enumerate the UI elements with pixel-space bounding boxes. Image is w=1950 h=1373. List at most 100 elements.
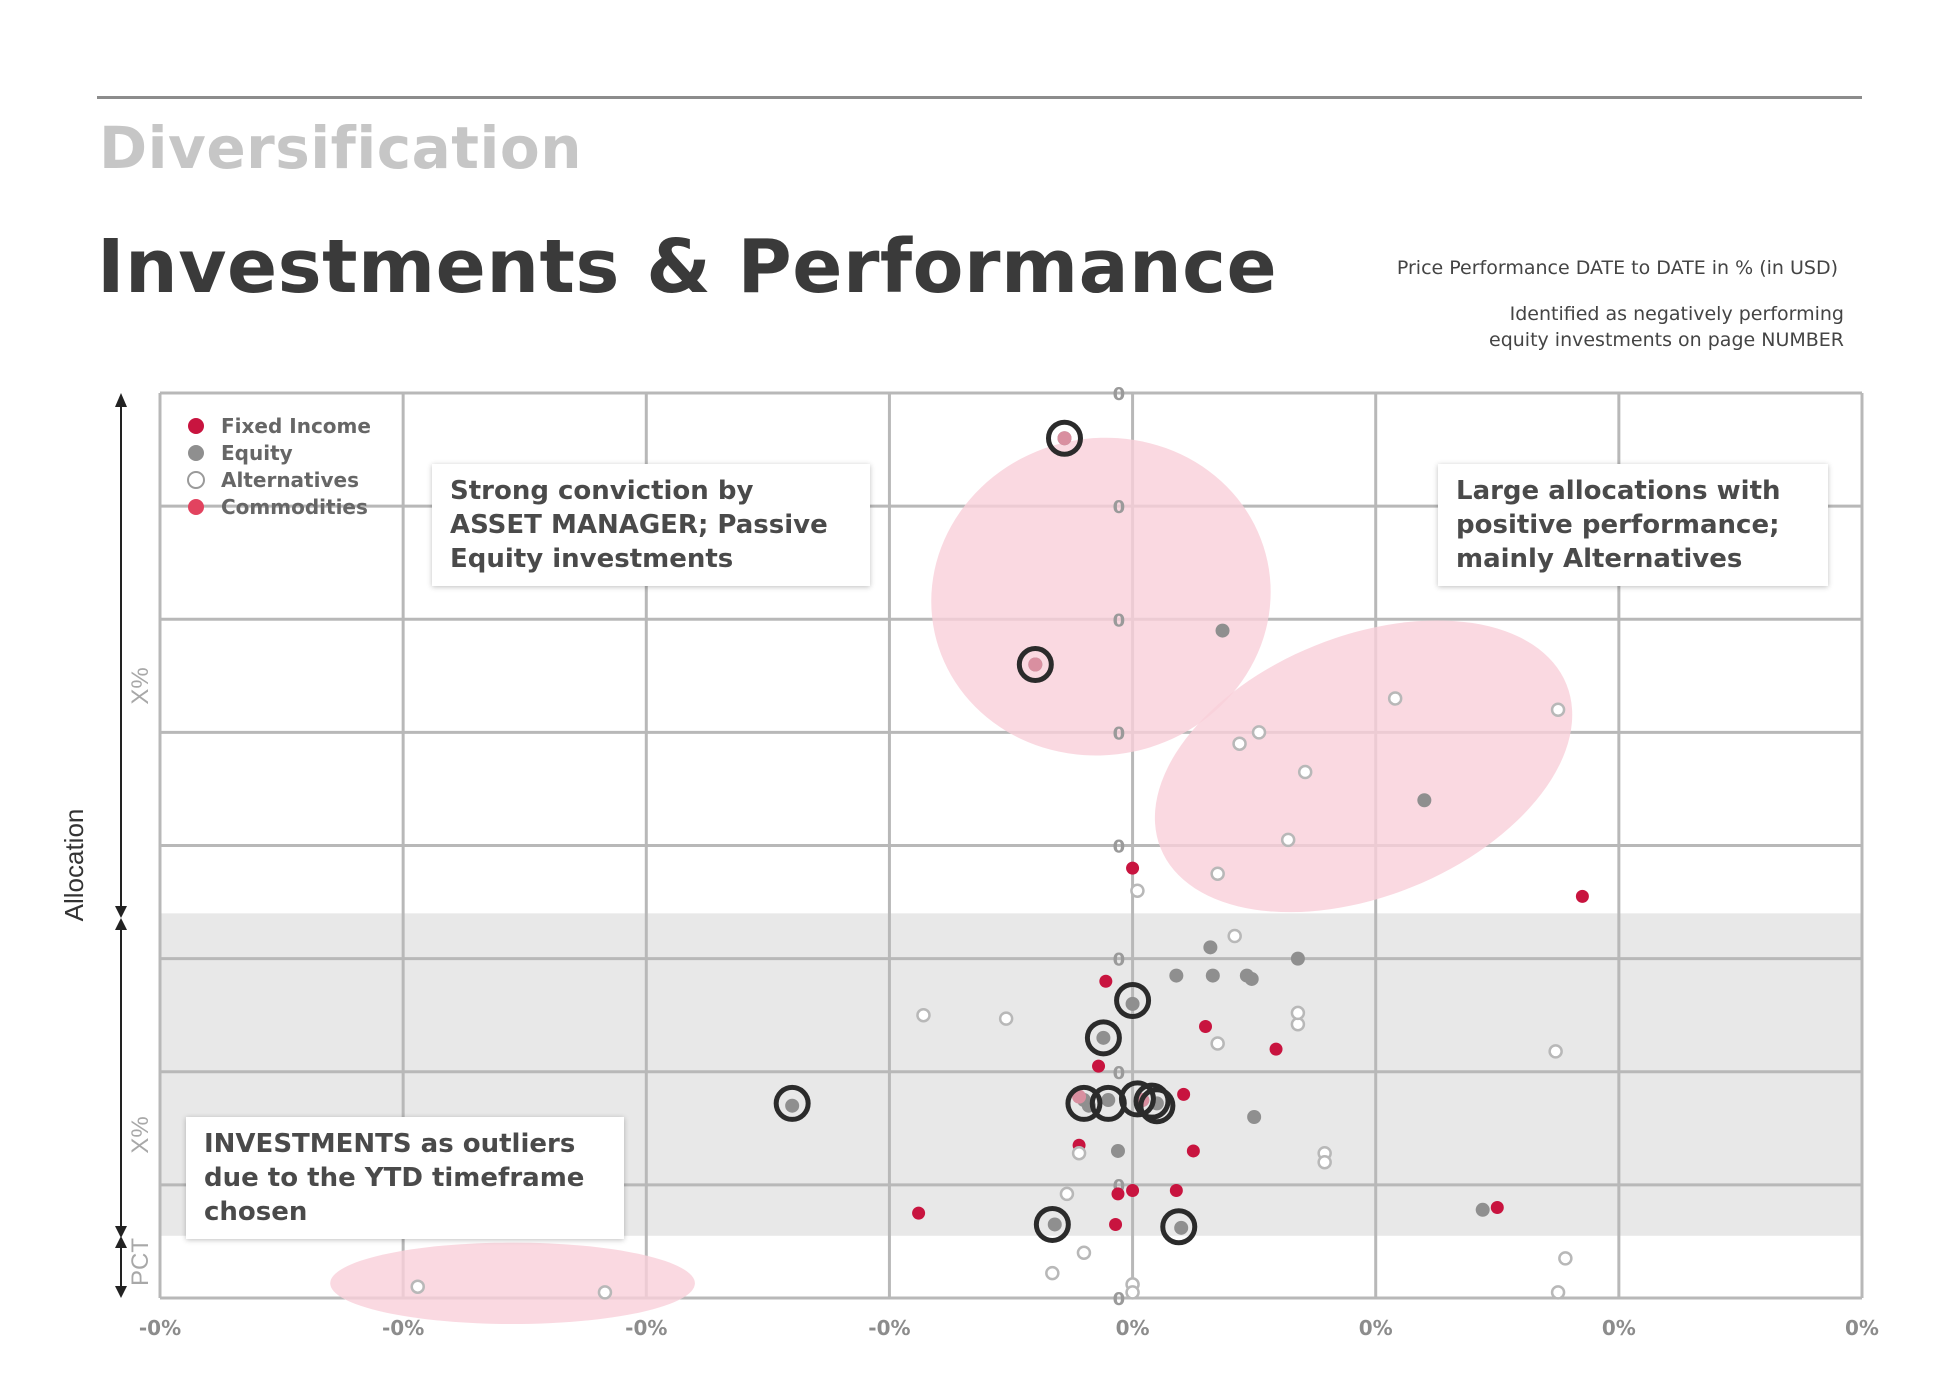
point-fixed-income	[1126, 1184, 1140, 1198]
ring-highlight	[1138, 1087, 1176, 1125]
point-fixed-income	[1199, 1020, 1213, 1033]
point-alternatives	[1071, 1145, 1087, 1161]
ring-highlight	[1133, 1082, 1171, 1120]
annotation-line: INVESTMENTS as outliers	[204, 1129, 576, 1159]
legend-marker	[188, 445, 204, 461]
y-tick-label: 0	[1113, 497, 1126, 518]
legend-label: Alternatives	[221, 468, 359, 492]
point-equity	[1047, 1217, 1062, 1232]
arrow-head-down	[115, 1226, 127, 1238]
point-equity	[1205, 968, 1220, 983]
point-alternatives	[1125, 1285, 1140, 1300]
point-fixed-income	[1490, 1201, 1504, 1214]
point-alternatives	[1232, 736, 1247, 751]
point-commodities	[1072, 1089, 1087, 1104]
legend-label: Commodities	[221, 495, 368, 519]
point-fixed-income	[1169, 1184, 1183, 1198]
point-alternatives	[1210, 1036, 1225, 1051]
annotation-line: Equity investments	[450, 544, 734, 574]
point-equity	[1203, 940, 1218, 955]
point-commodities	[1057, 431, 1072, 446]
point-alternatives	[1227, 928, 1242, 944]
price-performance-note: Price Performance DATE to DATE in % (in …	[1396, 257, 1838, 279]
arrow-head-down	[115, 1286, 127, 1298]
point-fixed-income	[1111, 1187, 1125, 1201]
y-tick-label: 0	[1113, 950, 1126, 971]
negative-performance-note-line1: Identified as negatively performing	[1509, 303, 1844, 325]
point-equity	[1110, 1143, 1125, 1158]
point-fixed-income	[1575, 889, 1589, 903]
x-tick-label: 0%	[1845, 1316, 1879, 1340]
top-rule	[97, 96, 1862, 99]
point-equity	[1417, 793, 1432, 808]
annotation-line: chosen	[204, 1197, 308, 1227]
point-alternatives	[597, 1285, 613, 1300]
legend-label: Fixed Income	[221, 414, 371, 438]
x-tick-label: 0%	[1602, 1316, 1636, 1340]
annotation-line: Strong conviction by	[450, 476, 754, 506]
point-equity	[1169, 968, 1184, 983]
annotation-line: positive performance;	[1456, 510, 1780, 540]
x-tick-label: -0%	[139, 1316, 181, 1340]
point-equity	[1215, 623, 1230, 638]
annotation-line: Large allocations with	[1456, 476, 1781, 506]
point-equity	[1174, 1220, 1189, 1235]
point-alternatives	[1210, 866, 1225, 882]
point-equity	[1125, 996, 1140, 1011]
point-fixed-income	[912, 1206, 926, 1220]
y-axis-label: Allocation	[59, 809, 89, 922]
point-fixed-income	[1186, 1144, 1200, 1158]
point-fixed-income	[1177, 1087, 1191, 1101]
x-tick-label: 0%	[1359, 1316, 1393, 1340]
point-fixed-income	[1099, 974, 1113, 988]
point-equity	[1247, 1110, 1262, 1124]
point-equity	[1475, 1202, 1490, 1217]
point-equity	[1101, 1093, 1116, 1108]
point-alternatives	[998, 1011, 1014, 1026]
annotation-line: mainly Alternatives	[1456, 544, 1743, 574]
point-alternatives	[1130, 883, 1145, 898]
ring-highlight	[1016, 646, 1054, 683]
legend-marker	[187, 471, 205, 489]
ring-highlight	[1033, 1205, 1071, 1243]
point-alternatives	[1280, 832, 1296, 848]
point-alternatives	[1317, 1155, 1332, 1170]
point-fixed-income	[1092, 1059, 1106, 1073]
page-title: Investments & Performance	[97, 224, 1278, 310]
point-equity	[785, 1098, 800, 1113]
negative-performance-note-line2: equity investments on page NUMBER	[1489, 329, 1844, 351]
ring-highlight	[1118, 1080, 1156, 1118]
ring-highlight	[773, 1084, 811, 1122]
highlight-ellipse	[330, 1242, 695, 1325]
annotation-outliers: INVESTMENTS as outliers due to the YTD t…	[186, 1117, 624, 1239]
x-tick-label: -0%	[868, 1316, 910, 1340]
point-alternatives	[916, 1007, 931, 1023]
x-tick-label: -0%	[625, 1316, 667, 1340]
point-alternatives	[1290, 1005, 1306, 1021]
section-kicker: Diversification	[99, 114, 583, 182]
point-alternatives	[1548, 1044, 1563, 1059]
point-alternatives	[1059, 1186, 1075, 1202]
annotation-line: ASSET MANAGER; Passive	[450, 510, 828, 540]
y-band-label: X%	[127, 667, 154, 704]
highlight-ellipse	[931, 437, 1271, 756]
ring-highlight	[1114, 981, 1152, 1019]
legend-marker	[188, 418, 204, 434]
y-band-label: X%	[127, 1116, 154, 1153]
point-alternatives	[1387, 691, 1403, 706]
point-equity	[1096, 1030, 1111, 1045]
point-equity	[1290, 951, 1305, 966]
y-tick-label: 0	[1113, 610, 1126, 631]
y-tick-label: 0	[1113, 723, 1126, 744]
point-commodities	[1028, 657, 1043, 672]
negative-performance-note: Identified as negatively performing equi…	[1489, 301, 1844, 353]
arrow-head-up	[115, 393, 127, 407]
ring-highlight	[1045, 419, 1083, 457]
point-alternatives	[1251, 725, 1267, 740]
legend-marker	[188, 499, 204, 515]
y-tick-label: 0	[1113, 1063, 1126, 1084]
y-tick-label: 0	[1113, 837, 1126, 858]
ring-highlight	[1065, 1084, 1103, 1122]
point-alternatives	[1550, 1285, 1566, 1300]
